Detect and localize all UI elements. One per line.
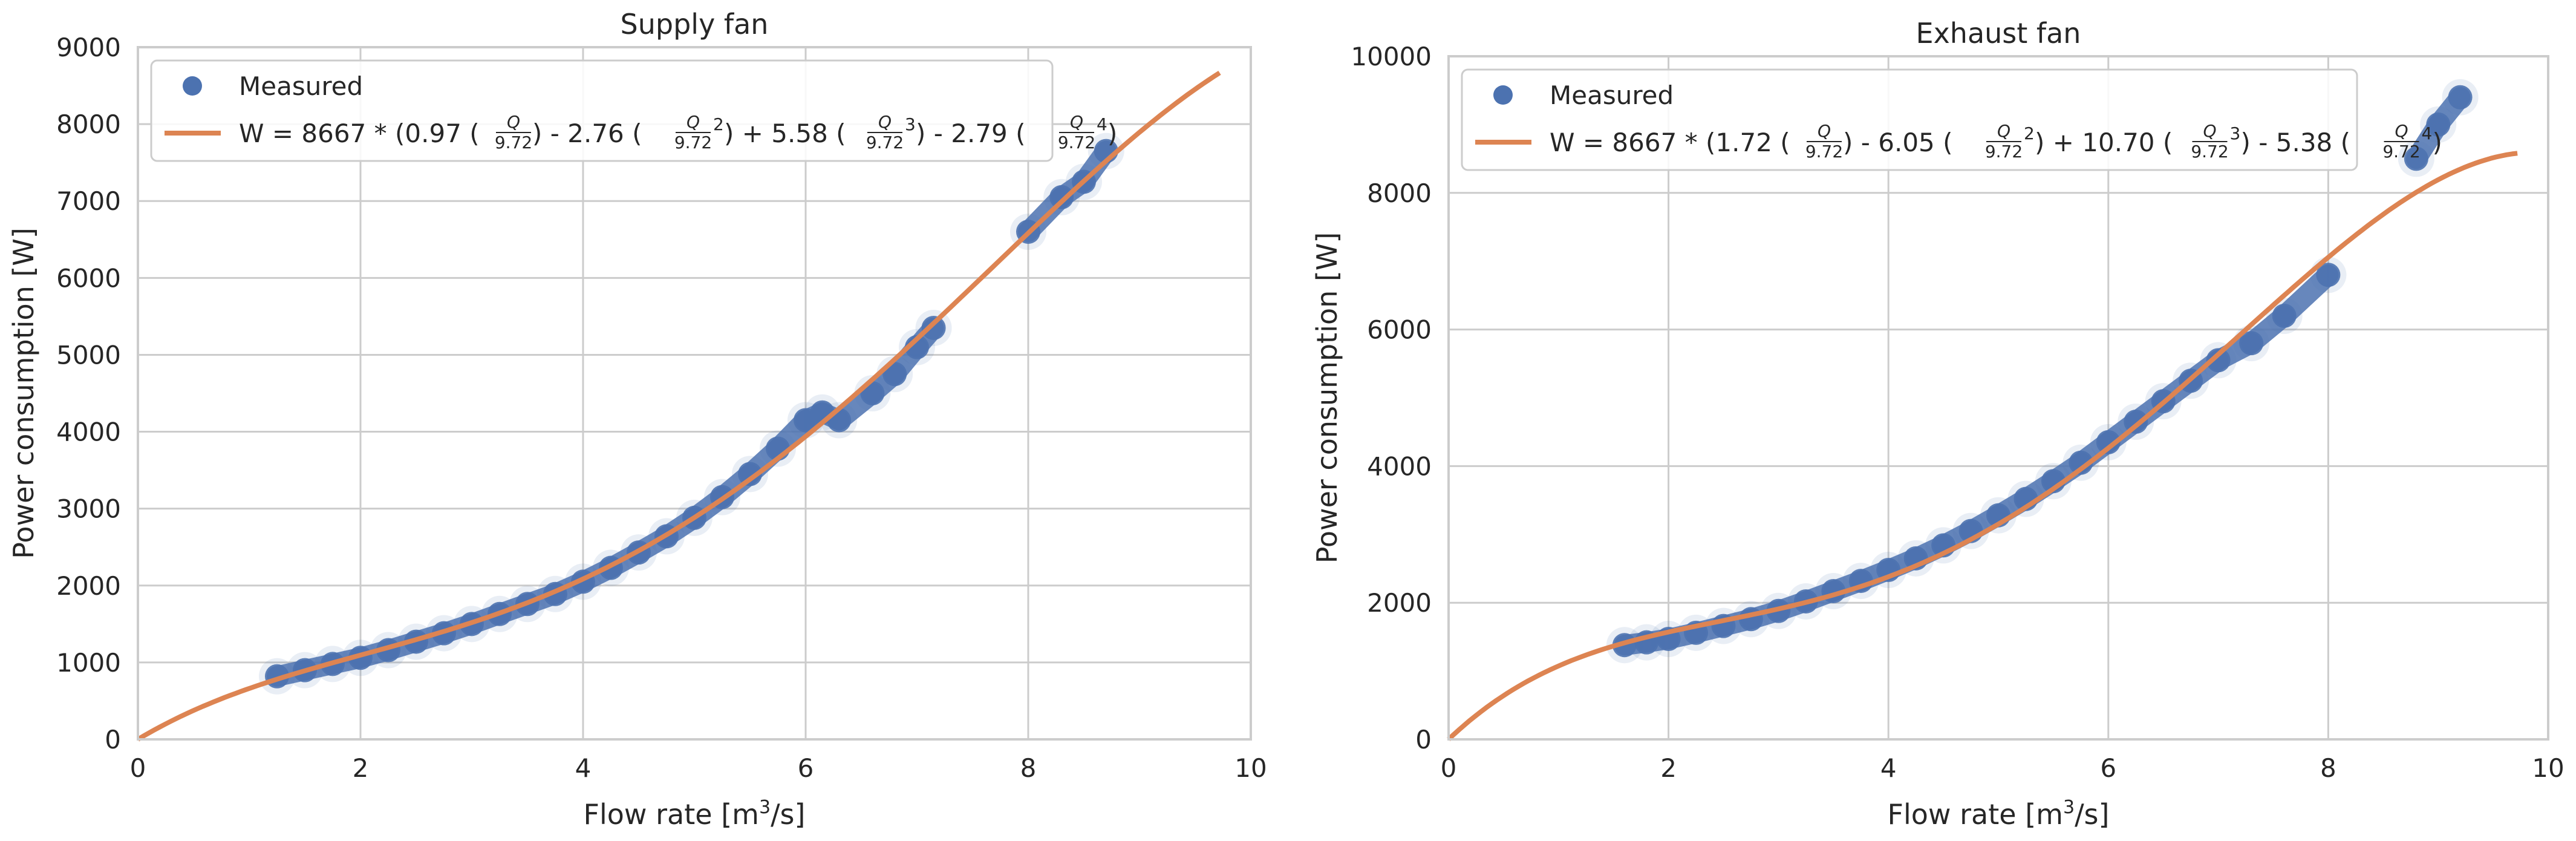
- legend-frac-denominator: 9.72: [866, 133, 904, 152]
- legend-fit-text: ) - 6.05 (: [1843, 128, 1953, 157]
- x-tick-label: 4: [575, 753, 592, 783]
- legend-fit-exponent: 2: [2024, 123, 2035, 143]
- chart-title: Exhaust fan: [1916, 17, 2081, 50]
- y-tick-label: 8000: [56, 110, 121, 139]
- y-axis-label: Power consumption [W]: [1311, 232, 1343, 564]
- y-tick-label: 1000: [56, 648, 121, 678]
- y-tick-label: 10000: [1351, 42, 1432, 71]
- measured-band: [2428, 87, 2471, 135]
- x-axis-label: Flow rate [m3/s]: [584, 797, 806, 831]
- y-tick-label: 3000: [56, 494, 121, 524]
- legend-fit-text: ) + 5.58 (: [724, 119, 846, 148]
- x-tick-label: 8: [2320, 753, 2336, 783]
- legend-frac-numerator: Q: [686, 112, 700, 132]
- legend-box: [1461, 68, 2358, 171]
- legend-measured-marker: [183, 76, 202, 96]
- legend-fit-text: ): [1107, 119, 1117, 148]
- y-tick-label: 5000: [56, 340, 121, 370]
- legend-fit-text: ) - 2.79 (: [916, 119, 1026, 148]
- y-axis-label: Power consumption [W]: [7, 227, 40, 559]
- legend-fit-text: ): [2433, 128, 2442, 157]
- legend-measured-marker: [1493, 85, 1513, 105]
- legend-fit-text: ) - 5.38 (: [2241, 128, 2351, 157]
- legend-frac-denominator: 9.72: [2382, 142, 2420, 162]
- x-axis-label-superscript: 3: [759, 797, 771, 818]
- x-tick-label: 0: [130, 753, 146, 783]
- legend-frac-numerator: Q: [2203, 121, 2216, 141]
- legend-fit-text: ) + 10.70 (: [2035, 128, 2173, 157]
- plot-frame: [1447, 55, 2549, 741]
- legend-frac-numerator: Q: [1818, 121, 1831, 141]
- x-tick-label: 10: [2532, 753, 2564, 783]
- fit-curve: [1447, 151, 2518, 741]
- x-tick-label: 2: [353, 753, 369, 783]
- y-tick-label: 9000: [56, 33, 121, 62]
- legend-frac-denominator: 9.72: [1805, 142, 1843, 162]
- legend-fit-exponent: 3: [2230, 123, 2241, 143]
- x-tick-label: 10: [1234, 753, 1267, 783]
- legend-fit-exponent: 3: [905, 114, 916, 134]
- legend-frac-numerator: Q: [878, 112, 892, 132]
- exhaust-fan-chart: 0 2 4 6 8 10 0 2000 4000 6000 8000 10000 Exhaust fan…: [1311, 17, 2565, 831]
- chart-title: Supply fan: [621, 8, 769, 41]
- y-tick-label: 4000: [1367, 451, 1432, 481]
- legend-fit-text: W = 8667 * (1.72 (: [1550, 128, 1790, 157]
- legend-fit-text: W = 8667 * (0.97 (: [239, 119, 480, 148]
- legend-frac-numerator: Q: [1070, 112, 1083, 132]
- x-axis-label: Flow rate [m3/s]: [1888, 797, 2110, 831]
- measured-band: [2274, 264, 2339, 327]
- measured-band: [907, 317, 944, 358]
- y-tick-label: 2000: [56, 571, 121, 601]
- x-axis-label-tail: /s]: [771, 798, 805, 831]
- legend-fit-text: ) - 2.76 (: [532, 119, 642, 148]
- legend-fit-exponent: 4: [1097, 114, 1107, 134]
- x-tick-label: 6: [2100, 753, 2116, 783]
- legend-frac-denominator: 9.72: [495, 133, 532, 152]
- y-tick-label: 2000: [1367, 588, 1432, 618]
- legend-box: [150, 59, 1054, 162]
- legend-frac-numerator: Q: [1997, 121, 2010, 141]
- x-axis-label-main: Flow rate [m: [584, 798, 759, 831]
- x-tick-label: 2: [1660, 753, 1677, 783]
- x-axis-label-tail: /s]: [2075, 798, 2109, 831]
- y-tick-label: 0: [105, 725, 121, 754]
- x-tick-label: 0: [1441, 753, 1457, 783]
- y-tick-label: 6000: [1367, 315, 1432, 345]
- legend-frac-denominator: 9.72: [2191, 142, 2228, 162]
- legend-frac-numerator: Q: [507, 112, 520, 132]
- x-tick-label: 6: [798, 753, 814, 783]
- y-tick-label: 0: [1415, 725, 1432, 754]
- plot-frame: [137, 46, 1252, 741]
- x-axis-label-main: Flow rate [m: [1888, 798, 2063, 831]
- legend-fit-exponent: 4: [2422, 123, 2433, 143]
- y-tick-label: 8000: [1367, 178, 1432, 208]
- x-tick-label: 8: [1020, 753, 1037, 783]
- y-tick-label: 7000: [56, 186, 121, 216]
- legend-frac-denominator: 9.72: [1985, 142, 2023, 162]
- measured-scatter: [259, 133, 1124, 695]
- legend-frac-denominator: 9.72: [674, 133, 712, 152]
- supply-fan-chart: 0 2 4 6 8 10 0 1000 2000 3000 4000 5000 6000 7000 8000…: [7, 8, 1267, 831]
- x-axis-label-superscript: 3: [2063, 797, 2075, 818]
- x-tick-label: 4: [1880, 753, 1897, 783]
- legend-frac-denominator: 9.72: [1058, 133, 1095, 152]
- y-tick-label: 6000: [56, 263, 121, 293]
- legend-measured-label: Measured: [239, 71, 363, 101]
- legend-measured-label: Measured: [1550, 80, 1674, 110]
- y-tick-label: 4000: [56, 417, 121, 447]
- legend-fit-exponent: 2: [713, 114, 724, 134]
- legend-frac-numerator: Q: [2395, 121, 2408, 141]
- fit-curve: [136, 70, 1221, 742]
